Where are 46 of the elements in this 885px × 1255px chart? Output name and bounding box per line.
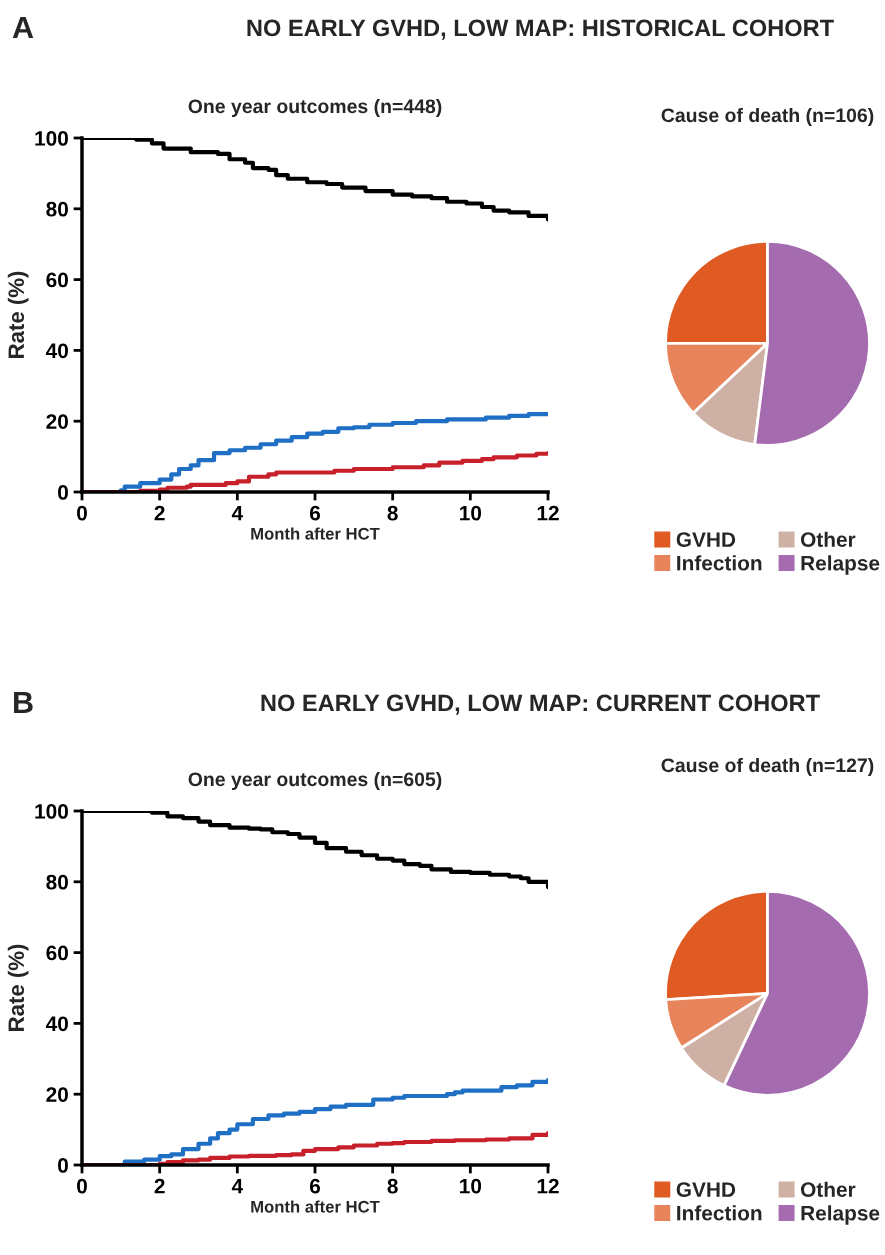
x-tick-label: 2 [154,505,165,521]
y-axis-title: Rate (%) [7,271,29,358]
x-tick-label: 0 [77,1178,87,1194]
legend-label: Relapse [801,555,880,575]
x-tick-label: 10 [460,505,482,521]
x-axis-title: Month after HCT [251,527,380,540]
y-tick-label: 80 [46,201,68,217]
text: B [14,691,33,713]
legend-label: Other [800,1181,856,1197]
x-tick-label: 8 [387,505,398,521]
text: NO EARLY GVHD, LOW MAP: HISTORICAL COHORT [247,19,834,40]
x-tick-label: 6 [309,1178,321,1194]
y-tick-label: 20 [46,414,68,429]
y-tick-label: 100 [35,131,68,146]
chart-title: Cause of death (n=127) [661,757,874,777]
legend-label: Infection [677,1205,762,1221]
text: NO EARLY GVHD, LOW MAP: CURRENT COHORT [261,694,820,715]
legend-label: Relapse [801,1205,880,1225]
y-tick-label: 40 [45,1016,68,1032]
legend-label: Other [800,531,856,547]
x-tick-label: 8 [387,1178,398,1194]
y-tick-label: 100 [35,804,68,819]
x-tick-label: 2 [154,1178,165,1194]
x-tick-label: 6 [309,505,321,521]
y-tick-label: 80 [46,874,68,890]
y-tick-label: 0 [58,1158,68,1173]
legend-label: GVHD [676,532,736,547]
y-tick-label: 0 [58,485,68,500]
legend-label: GVHD [676,1182,736,1197]
x-axis-title: Month after HCT [251,1200,380,1213]
text: A [12,16,34,38]
x-tick-label: 12 [537,505,559,521]
x-tick-label: 4 [231,1178,244,1194]
y-tick-label: 60 [46,945,68,961]
chart-title: Cause of death (n=106) [661,107,874,127]
x-tick-label: 10 [460,1178,482,1194]
chart-title: One year outcomes (n=605) [188,771,442,791]
x-tick-label: 12 [537,1178,559,1194]
y-tick-label: 40 [45,343,68,359]
x-tick-label: 4 [231,505,244,521]
x-tick-label: 0 [77,505,87,521]
y-axis-title: Rate (%) [7,944,29,1031]
y-tick-label: 60 [46,272,68,288]
legend-label: Infection [677,555,762,571]
chart-title: One year outcomes (n=448) [188,98,442,118]
y-tick-label: 20 [46,1087,68,1102]
